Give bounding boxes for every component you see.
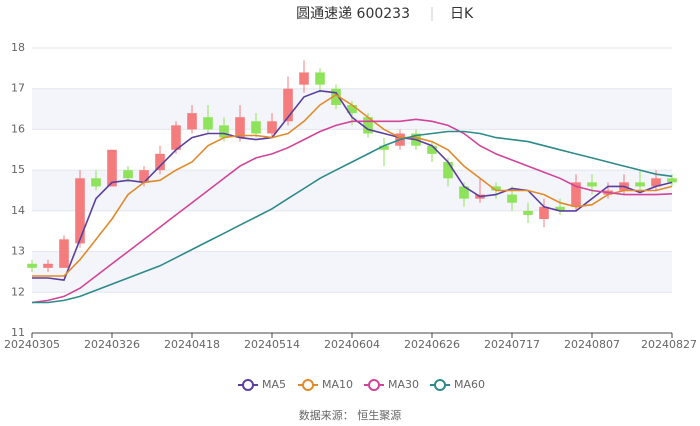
y-tick-label: 13 (11, 245, 25, 258)
candle-body (347, 105, 357, 114)
ma-line (32, 130, 673, 304)
ma-line (32, 93, 673, 277)
x-tick-label: 20240827 (641, 338, 697, 351)
candle-body (123, 170, 133, 179)
candle-body (379, 145, 389, 150)
x-tick-label: 20240807 (564, 338, 620, 351)
candle-body (507, 194, 517, 203)
legend-label: MA10 (322, 378, 353, 391)
x-tick-label: 20240305 (4, 338, 60, 351)
candle-body (491, 186, 501, 191)
candle-body (187, 113, 197, 130)
candle-body (427, 145, 437, 154)
candle-body (171, 125, 181, 150)
candle-body (203, 117, 213, 130)
y-tick-label: 18 (11, 41, 25, 54)
candle-body (283, 88, 293, 122)
grid-band (32, 251, 672, 293)
legend-marker (242, 379, 254, 391)
candle-body (635, 182, 645, 187)
x-tick-label: 20240717 (484, 338, 540, 351)
x-tick-label: 20240514 (244, 338, 300, 351)
ma-line (31, 118, 673, 304)
candle-body (443, 162, 453, 179)
x-tick-label: 20240326 (84, 338, 140, 351)
x-tick-label: 20240604 (324, 338, 380, 351)
candle-body (571, 182, 581, 207)
candle-body (219, 125, 229, 138)
candle-body (331, 88, 341, 105)
y-tick-label: 17 (11, 82, 25, 95)
candle-body (107, 149, 117, 187)
candle-body (459, 186, 469, 199)
legend-marker (368, 379, 380, 391)
x-tick-label: 20240418 (164, 338, 220, 351)
candle-body (667, 178, 677, 183)
candle-body (555, 206, 565, 211)
candle-body (267, 121, 277, 134)
candle-body (523, 210, 533, 215)
y-tick-label: 11 (11, 326, 25, 339)
legend-marker (302, 379, 314, 391)
candle-body (91, 178, 101, 187)
y-tick-label: 15 (11, 163, 25, 176)
ma-line (32, 89, 673, 281)
candle-body (539, 206, 549, 219)
candle-body (235, 117, 245, 138)
legend-marker (434, 379, 446, 391)
legend-label: MA30 (388, 378, 419, 391)
y-tick-label: 12 (11, 285, 25, 298)
candle-body (139, 170, 149, 183)
candle-body (315, 72, 325, 85)
candle-body (75, 178, 85, 244)
candle-body (363, 117, 373, 134)
candle-body (43, 263, 53, 268)
chart-subtitle: 日K (450, 6, 474, 22)
legend-label: MA5 (262, 378, 286, 391)
legend-label: MA60 (454, 378, 485, 391)
candle-body (251, 121, 261, 134)
source-note: 数据来源： 恒生聚源 (299, 408, 402, 422)
candle-body (27, 263, 37, 268)
y-tick-label: 16 (11, 122, 25, 135)
candle-body (59, 239, 69, 268)
candle-body (155, 153, 165, 171)
y-tick-label: 14 (11, 204, 25, 217)
chart-title: 圆通速递 600233 (296, 6, 410, 22)
x-tick-label: 20240626 (404, 338, 460, 351)
candle-body (299, 72, 309, 85)
candle-body (587, 182, 597, 187)
candle-body (651, 178, 661, 187)
